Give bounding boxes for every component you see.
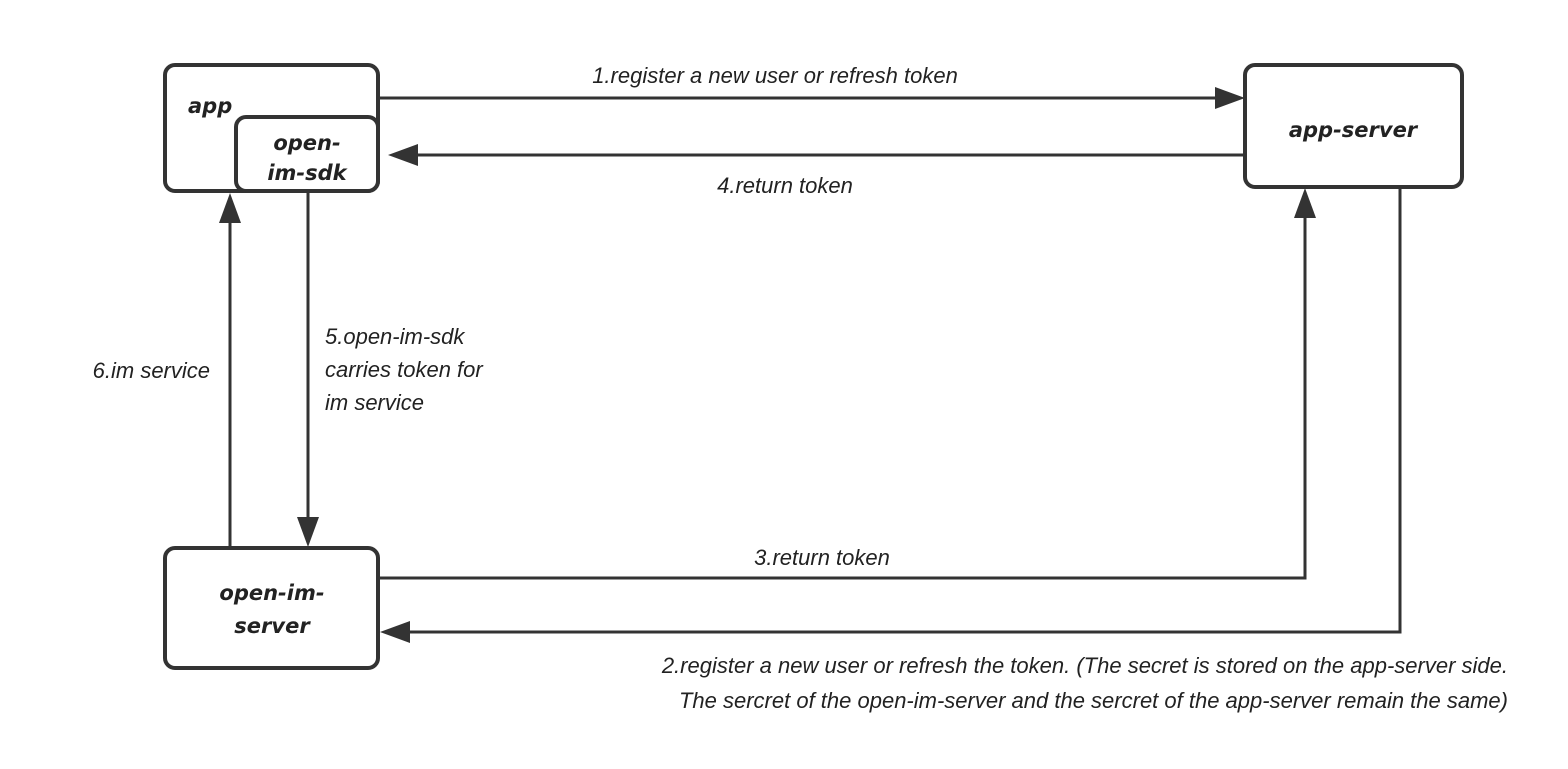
open-im-sdk-label-2: im-sdk xyxy=(267,161,348,185)
open-im-server-label-1: open-im- xyxy=(219,581,324,605)
edge-3-arrow xyxy=(378,188,1316,580)
app-server-label: app-server xyxy=(1289,118,1419,142)
edge-6-label: 6.im service xyxy=(93,358,210,383)
open-im-sdk-label-1: open- xyxy=(273,131,340,155)
edge-5-arrow xyxy=(297,191,319,547)
edge-3-label: 3.return token xyxy=(754,545,890,570)
edge-1-label: 1.register a new user or refresh token xyxy=(592,63,958,88)
edge-5-label-1: 5.open-im-sdk xyxy=(325,324,465,349)
edge-1-arrow xyxy=(380,87,1245,109)
app-server-node xyxy=(1243,63,1464,189)
open-im-server-node xyxy=(163,546,380,670)
edge-5-label-3: im service xyxy=(325,390,424,415)
open-im-server-label-2: server xyxy=(234,614,311,638)
edge-2-label-2: The sercret of the open-im-server and th… xyxy=(679,688,1508,713)
edge-4-label: 4.return token xyxy=(717,173,853,198)
edge-2-arrow xyxy=(380,187,1402,643)
edge-6-arrow xyxy=(219,193,241,548)
edge-5-label-2: carries token for xyxy=(325,357,484,382)
edge-4-arrow xyxy=(388,144,1245,166)
edge-2-label-1: 2.register a new user or refresh the tok… xyxy=(661,653,1508,678)
app-label: app xyxy=(188,94,232,118)
